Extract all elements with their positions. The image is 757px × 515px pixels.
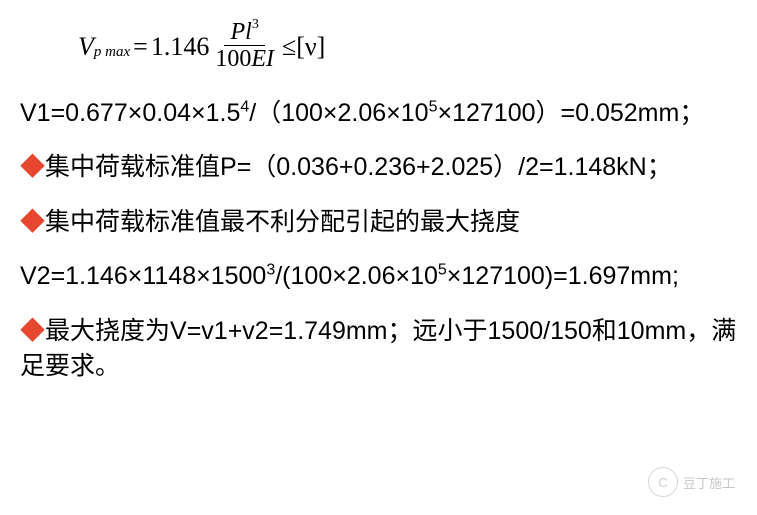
text: /（100×2.06×10 — [249, 99, 428, 127]
denominator: 100EI — [211, 46, 278, 72]
text: 最大挠度为V=v1+v2=1.749mm；远小于1500/150和10mm，满足… — [20, 317, 736, 381]
watermark-icon: C — [648, 467, 678, 497]
paragraph-heading-deflection: ◆集中荷载标准值最不利分配引起的最大挠度 — [20, 205, 737, 241]
diamond-bullet-icon: ◆ — [20, 208, 45, 236]
diamond-bullet-icon: ◆ — [20, 317, 45, 345]
document-page: V p max = 1.146 Pl3 100EI ≤[ν] V1=0.677×… — [0, 0, 757, 515]
superscript: 3 — [266, 262, 275, 279]
coef: 1.146 — [151, 32, 210, 62]
superscript: 4 — [240, 98, 249, 115]
diamond-bullet-icon: ◆ — [20, 153, 45, 181]
text: 集中荷载标准值P=（0.036+0.236+2.025）/2=1.148kN； — [45, 153, 672, 181]
formula-block: V p max = 1.146 Pl3 100EI ≤[ν] — [20, 20, 737, 74]
text: V1=0.677×0.04×1.5 — [20, 99, 240, 127]
watermark-text: 豆丁施工 — [683, 473, 735, 492]
superscript: 5 — [438, 262, 447, 279]
var-V: V — [78, 32, 94, 62]
equals: = — [133, 32, 148, 62]
text: ×127100）=0.052mm； — [438, 99, 705, 127]
sub-pmax: p max — [94, 44, 130, 61]
text: 集中荷载标准值最不利分配引起的最大挠度 — [45, 208, 520, 236]
superscript: 5 — [429, 98, 438, 115]
tail: ≤[ν] — [282, 32, 325, 62]
paragraph-v1: V1=0.677×0.04×1.54/（100×2.06×105×127100）… — [20, 96, 737, 132]
text: V2=1.146×1148×1500 — [20, 262, 266, 290]
paragraph-load-P: ◆集中荷载标准值P=（0.036+0.236+2.025）/2=1.148kN； — [20, 150, 737, 186]
watermark: C 豆丁施工 — [648, 467, 735, 497]
text: /(100×2.06×10 — [275, 262, 438, 290]
paragraph-v2: V2=1.146×1148×15003/(100×2.06×105×127100… — [20, 259, 737, 295]
fraction: Pl3 100EI — [211, 19, 278, 73]
text: ×127100)=1.697mm; — [447, 262, 679, 290]
paragraph-conclusion: ◆最大挠度为V=v1+v2=1.749mm；远小于1500/150和10mm，满… — [20, 314, 737, 385]
numerator: Pl3 — [224, 19, 264, 46]
formula: V p max = 1.146 Pl3 100EI ≤[ν] — [78, 20, 325, 74]
